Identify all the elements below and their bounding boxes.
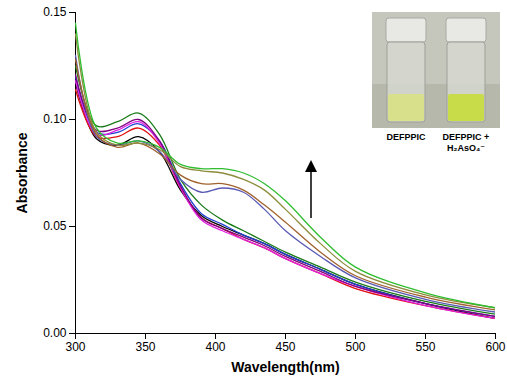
- svg-text:0.00: 0.00: [43, 326, 67, 340]
- svg-text:DEFPPIC +H₂AsO₄⁻: DEFPPIC +H₂AsO₄⁻: [443, 132, 490, 153]
- svg-text:400: 400: [205, 340, 225, 354]
- svg-text:500: 500: [345, 340, 365, 354]
- svg-text:300: 300: [65, 340, 85, 354]
- svg-text:0.10: 0.10: [43, 112, 67, 126]
- svg-text:550: 550: [415, 340, 435, 354]
- svg-text:0.15: 0.15: [43, 5, 67, 19]
- svg-text:Absorbance: Absorbance: [14, 132, 30, 213]
- svg-text:Wavelength(nm): Wavelength(nm): [231, 359, 339, 375]
- svg-text:450: 450: [275, 340, 295, 354]
- svg-text:0.05: 0.05: [43, 219, 67, 233]
- svg-text:600: 600: [485, 340, 505, 354]
- svg-text:350: 350: [135, 340, 155, 354]
- svg-text:DEFPPIC: DEFPPIC: [386, 132, 426, 142]
